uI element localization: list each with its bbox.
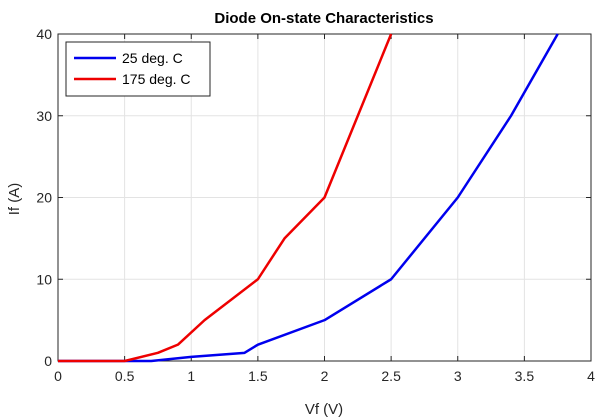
legend: 25 deg. C 175 deg. C [65,41,211,97]
x-tick-label: 4 [587,368,595,384]
x-tick-label: 2 [321,368,329,384]
x-tick-label: 1.5 [248,368,268,384]
legend-label: 25 deg. C [122,50,183,66]
series-line [58,33,393,363]
x-tick-label: 3.5 [515,368,535,384]
legend-label: 175 deg. C [122,71,191,87]
y-tick-label: 40 [36,26,52,42]
x-tick-label: 3 [454,368,462,384]
y-tick-label: 0 [44,353,52,369]
chart-title: Diode On-state Characteristics [214,10,433,27]
x-tick-label: 2.5 [381,368,401,384]
legend-box [65,41,211,97]
series-lines [58,33,559,363]
x-axis-label: Vf (V) [305,401,343,418]
y-tick-label: 10 [36,271,52,287]
y-tick-label: 30 [36,108,52,124]
x-tick-label: 0.5 [115,368,135,384]
x-tick-label: 0 [54,368,62,384]
y-axis-label: If (A) [6,183,23,216]
x-tick-label: 1 [187,368,195,384]
series-line [58,33,559,363]
y-tick-label: 20 [36,190,52,206]
